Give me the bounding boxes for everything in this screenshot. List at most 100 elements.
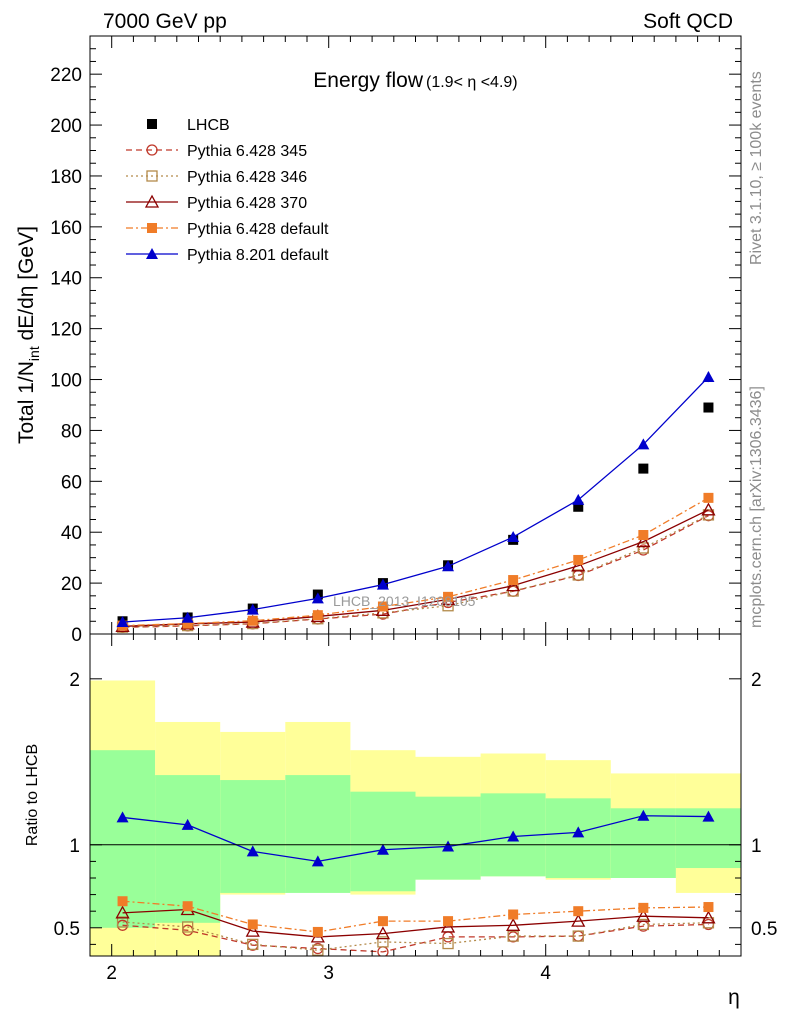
ratio-point xyxy=(702,810,715,822)
main-y-axis-label-rest: dE/dη [GeV] xyxy=(15,226,38,346)
data-point xyxy=(703,402,714,413)
series-pythia-6-428-345 xyxy=(116,510,715,634)
series-pythia-6-428-default xyxy=(117,492,714,631)
legend-marker xyxy=(147,119,157,129)
legend: LHCB Pythia 6.428 345 Pythia 6.428 346 Pyth… xyxy=(126,117,329,264)
legend-entry: LHCB xyxy=(147,117,230,134)
legend-label: Pythia 6.428 346 xyxy=(187,169,307,186)
y-tick-label-left: 1 xyxy=(69,836,80,857)
plot-title-range: (1.9< η <4.9) xyxy=(426,74,518,91)
ratio-plot-panel: 0.5 0.5 1 1 2 2 2 3 4 Ratio to LHCB η xyxy=(24,633,777,1009)
y-tick-label: 60 xyxy=(61,472,82,493)
x-tick-label: 2 xyxy=(106,963,117,984)
ratio-y-axis-label: Ratio to LHCB xyxy=(24,744,41,846)
ratio-point xyxy=(116,916,129,928)
main-y-axis-label-main: Total 1/N xyxy=(15,361,38,444)
x-tick-label: 3 xyxy=(323,963,334,984)
data-point xyxy=(573,501,584,512)
ratio-point xyxy=(703,902,714,913)
ratio-point xyxy=(246,845,259,857)
ratio-point xyxy=(442,840,455,852)
ratio-point xyxy=(571,913,586,927)
legend-entry: Pythia 6.428 default xyxy=(126,221,329,238)
ratio-point xyxy=(181,818,194,830)
series-line xyxy=(122,514,709,628)
data-point xyxy=(443,591,454,602)
ratio-point xyxy=(442,937,454,950)
ratio-point xyxy=(377,916,388,927)
data-point xyxy=(442,560,455,572)
legend-marker xyxy=(147,223,157,233)
legend-entry: Pythia 8.201 default xyxy=(126,247,329,264)
legend-entry: Pythia 6.428 370 xyxy=(126,194,307,212)
inner-band xyxy=(350,791,416,892)
series-line xyxy=(122,376,709,623)
data-point xyxy=(508,575,519,586)
ratio-point xyxy=(115,905,130,919)
mcplots-label: mcplots.cern.ch [arXiv:1306.3436] xyxy=(748,386,765,628)
legend-marker xyxy=(146,170,158,182)
data-point xyxy=(636,534,651,548)
data-point xyxy=(637,542,649,554)
data-point xyxy=(507,531,520,543)
ratio-point xyxy=(508,909,519,920)
main-plot-y-axis: 0 20 40 60 80 100 120 140 160 180 200 220 xyxy=(50,36,742,646)
plot-title: Energy flow xyxy=(313,69,424,92)
data-point xyxy=(637,438,650,450)
ratio-point xyxy=(637,918,649,931)
ratio-plot-marks xyxy=(115,809,716,956)
series-line xyxy=(122,497,709,627)
data-point xyxy=(572,569,584,581)
data-point xyxy=(506,578,521,592)
ratio-point xyxy=(638,902,649,913)
data-point xyxy=(246,603,259,615)
ratio-line xyxy=(122,815,709,863)
uncertainty-bands xyxy=(90,680,741,956)
y-tick-label: 40 xyxy=(61,523,82,544)
legend-marker xyxy=(146,248,158,259)
main-plot-panel: 0 20 40 60 80 100 120 140 160 180 200 220 Energy fl… xyxy=(15,35,742,646)
ratio-point xyxy=(701,910,716,924)
y-tick-label-right: 2 xyxy=(751,670,762,691)
data-point xyxy=(638,530,649,541)
ratio-point xyxy=(375,926,391,940)
legend-label: LHCB xyxy=(187,117,230,134)
data-point xyxy=(181,611,194,623)
ratio-line xyxy=(122,908,709,938)
header-right: Soft QCD xyxy=(643,10,733,33)
rivet-label: Rivet 3.1.10, ≥ 100k events xyxy=(748,71,765,265)
y-tick-label-right: 1 xyxy=(751,836,762,857)
data-point xyxy=(571,558,586,572)
data-point xyxy=(311,592,324,604)
ratio-point xyxy=(507,830,520,842)
y-tick-label: 160 xyxy=(50,218,82,239)
legend-entry: Pythia 6.428 346 xyxy=(126,169,307,186)
data-point xyxy=(376,578,389,590)
legend-marker xyxy=(144,194,160,208)
data-point xyxy=(312,610,323,621)
ratio-line xyxy=(122,921,709,951)
ratio-series-pythia-6-428-346 xyxy=(116,916,715,956)
legend-marker xyxy=(146,144,158,156)
ratio-series-pythia-8-201-default xyxy=(116,809,715,867)
ratio-point xyxy=(572,826,585,838)
inner-band xyxy=(155,775,221,923)
ratio-series-pythia-6-428-default xyxy=(117,896,714,937)
header-left: 7000 GeV pp xyxy=(103,10,227,33)
ratio-point xyxy=(311,855,324,867)
legend-label: Pythia 6.428 345 xyxy=(187,143,307,160)
ratio-point xyxy=(636,908,651,922)
y-tick-label-left: 2 xyxy=(69,670,80,691)
ratio-point xyxy=(245,923,260,937)
ratio-point xyxy=(376,843,389,855)
y-tick-label: 20 xyxy=(61,574,82,595)
ratio-point xyxy=(573,906,584,917)
x-tick-label: 4 xyxy=(540,963,551,984)
ratio-point xyxy=(182,901,193,912)
ratio-point xyxy=(443,916,454,927)
ratio-point xyxy=(247,919,258,930)
ratio-line xyxy=(122,900,709,933)
y-tick-label-right: 0.5 xyxy=(751,919,777,940)
data-point xyxy=(572,493,585,505)
